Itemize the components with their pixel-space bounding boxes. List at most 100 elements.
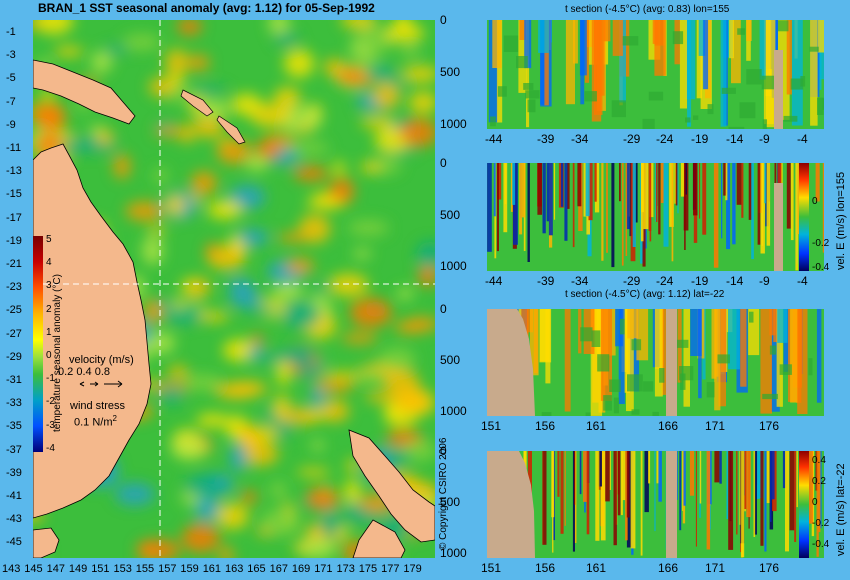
section-land <box>774 50 783 129</box>
map-colorbar <box>33 236 43 452</box>
section-land <box>487 451 535 558</box>
panel4-colorbar-label: vel. E (m/s) lat=-22 <box>835 463 847 556</box>
lon-tick: 161 <box>202 563 222 575</box>
colorbar-tick: 0 <box>46 350 52 361</box>
p1-y-tick: 1000 <box>440 116 467 131</box>
p4-x-tick: 176 <box>759 561 780 575</box>
p4-x-tick: 156 <box>535 561 556 575</box>
map-title: BRAN_1 SST seasonal anomaly (avg: 1.12) … <box>38 1 375 15</box>
p1-x-tick: -44 <box>485 132 503 146</box>
lat-tick: -21 <box>6 258 22 270</box>
panel2-colorbar <box>799 163 809 271</box>
panel3-title: t section (-4.5°C) (avg: 1.12) lat=-22 <box>565 289 725 300</box>
section-land <box>774 183 783 271</box>
p3-x-tick: 156 <box>535 419 556 433</box>
panel4-cb-tick: 0.2 <box>812 476 826 487</box>
lon-tick: 169 <box>291 563 311 575</box>
p3-x-tick: 166 <box>658 419 679 433</box>
lat-tick: -3 <box>6 49 16 62</box>
colorbar-tick: 1 <box>46 326 52 338</box>
p2-x-tick: -24 <box>656 274 674 288</box>
lat-tick: -29 <box>6 350 22 363</box>
lat-tick: -37 <box>6 443 22 456</box>
p4-x-tick: 151 <box>481 561 502 575</box>
lon-tick: 143 <box>2 563 21 575</box>
panel2-cb-tick: 0 <box>812 196 818 207</box>
lat-tick: -15 <box>6 188 22 201</box>
new-guinea-landmass <box>33 59 136 125</box>
p2-x-tick: -34 <box>571 274 589 288</box>
section-land <box>666 451 677 558</box>
p3-x-tick: 151 <box>481 419 502 433</box>
panel2-cb-tick: -0.4 <box>812 262 830 273</box>
lat-tick: -23 <box>6 281 22 294</box>
colorbar-tick: 4 <box>46 257 52 269</box>
panel4-colorbar <box>799 451 809 558</box>
lat-tick: -45 <box>6 536 22 549</box>
colorbar-tick: -3 <box>46 419 55 431</box>
lon-tick: 155 <box>135 563 155 575</box>
p2-x-tick: -9 <box>759 274 770 288</box>
solomon-islands <box>180 89 246 145</box>
panel4-cb-tick: 0 <box>812 497 818 508</box>
p3-y-tick: 1000 <box>440 403 467 418</box>
lon-tick: 177 <box>381 563 400 575</box>
lat-tick: -13 <box>6 165 22 178</box>
lat-tick: -19 <box>6 234 22 247</box>
p4-x-tick: 166 <box>658 561 679 575</box>
panel4-plot <box>487 451 824 558</box>
velocity-legend-arrows <box>79 380 123 388</box>
p1-y-tick: 0 <box>440 13 447 27</box>
wind-legend-title: wind stress <box>70 400 126 412</box>
lat-tick: -9 <box>6 118 16 131</box>
p1-x-tick: -24 <box>656 132 674 146</box>
panel4-cb-tick: -0.2 <box>812 518 830 529</box>
panel1-plot <box>487 20 824 129</box>
lat-tick: -5 <box>6 72 16 85</box>
p3-y-tick: 0 <box>440 302 447 316</box>
p2-y-tick: 1000 <box>440 258 467 273</box>
lat-tick: -35 <box>6 420 22 433</box>
new-zealand-landmass <box>348 429 435 558</box>
panel4-cb-tick: -0.4 <box>812 539 830 550</box>
lon-tick: 157 <box>158 563 177 575</box>
wind-legend-value-text: 0.1 N/m <box>74 416 113 429</box>
lon-tick: 175 <box>358 563 378 575</box>
panel4-cb-tick: 0.4 <box>812 455 826 466</box>
p2-x-tick: -19 <box>691 274 709 288</box>
lon-tick: 159 <box>180 563 199 575</box>
lon-tick: 149 <box>68 563 88 575</box>
p4-y-tick: 1000 <box>440 545 467 560</box>
p2-x-tick: -14 <box>726 274 744 288</box>
p1-x-tick: -14 <box>726 132 744 146</box>
lat-tick: -25 <box>6 304 22 317</box>
p2-x-tick: -44 <box>485 274 503 288</box>
p4-x-tick: 161 <box>586 561 607 575</box>
p1-x-tick: -29 <box>623 132 641 146</box>
wind-legend-sup: 2 <box>112 414 117 423</box>
lon-tick: 167 <box>269 563 288 575</box>
p1-x-tick: -39 <box>537 132 555 146</box>
panel2-cb-tick: -0.2 <box>812 238 830 249</box>
p2-y-tick: 500 <box>440 207 461 222</box>
p4-y-tick: 0 <box>440 444 447 458</box>
p2-x-tick: -39 <box>537 274 555 288</box>
p2-x-tick: -29 <box>623 274 641 288</box>
lat-tick: -27 <box>6 327 22 340</box>
lat-tick: -39 <box>6 466 22 479</box>
p3-x-tick: 161 <box>586 419 607 433</box>
lat-tick: -33 <box>6 397 22 410</box>
lat-tick: -31 <box>6 374 22 386</box>
p1-x-tick: -19 <box>691 132 709 146</box>
panel2-colorbar-label: vel. E (m/s) lon=155 <box>835 171 847 270</box>
colorbar-tick: 3 <box>46 280 52 292</box>
australia-landmass <box>33 143 152 519</box>
colorbar-tick: -4 <box>46 442 55 454</box>
colorbar-tick: -1 <box>46 373 55 385</box>
lon-tick: 153 <box>113 563 132 575</box>
lat-tick: -1 <box>6 26 16 38</box>
map-colorbar-label: temperature seasonal anomaly (°C) <box>52 274 63 432</box>
colorbar-tick: 5 <box>46 234 52 245</box>
lat-tick: -7 <box>6 95 16 108</box>
colorbar-tick: -2 <box>46 396 55 408</box>
